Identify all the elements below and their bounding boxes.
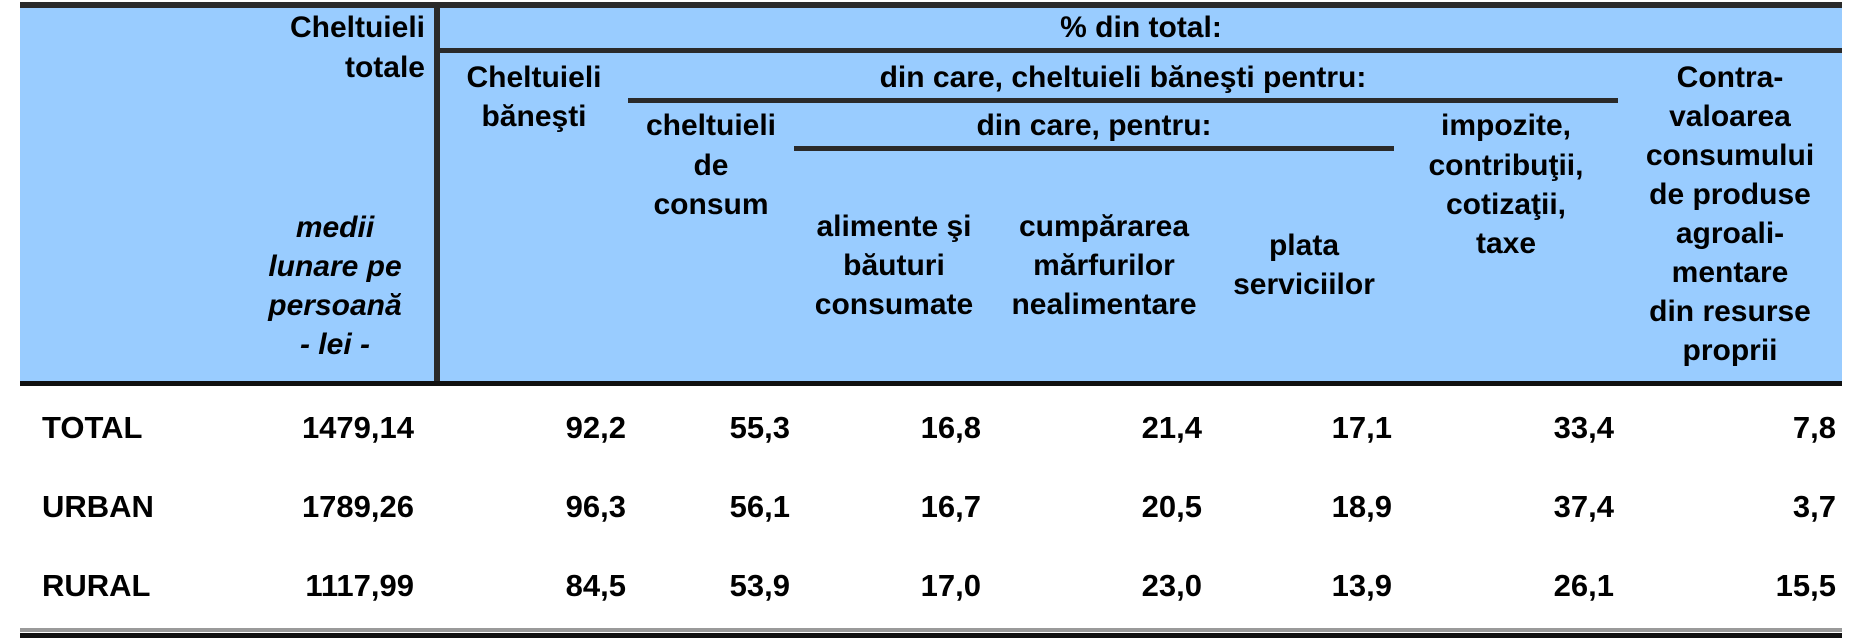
unit-note-3: persoană <box>268 289 402 322</box>
col-contra-title-6: mentare <box>1671 256 1789 289</box>
col-marfuri-title-3: nealimentare <box>1011 288 1197 321</box>
table-bottom-rule <box>20 633 1842 638</box>
col-consum-title-1: cheltuieli <box>645 109 777 142</box>
cell-servicii: 18,9 <box>1331 489 1392 524</box>
cell-contra: 7,8 <box>1792 410 1836 445</box>
header-divider-vertical <box>434 6 440 381</box>
table-header-background <box>20 6 1842 381</box>
cell-contra: 15,5 <box>1775 568 1836 603</box>
cell-impozite: 33,4 <box>1553 410 1614 445</box>
table-bottom-rule-gray <box>20 628 1842 632</box>
cell-marfuri: 23,0 <box>1141 568 1202 603</box>
col-contra-title-3: consumului <box>1645 139 1815 172</box>
pct-of-total-title: % din total: <box>1060 11 1222 44</box>
cell-alimente: 17,0 <box>920 568 981 603</box>
col-total-title-2: totale <box>344 51 425 84</box>
table-row: URBAN 1789,26 96,3 56,1 16,7 20,5 18,9 3… <box>20 482 1842 532</box>
col-contra-title-1: Contra- <box>1676 61 1784 94</box>
cell-banesti: 92,2 <box>565 410 626 445</box>
col-alimente-title-2: băuturi <box>843 249 945 282</box>
col-consum-title-2: de <box>693 149 729 182</box>
row-label: TOTAL <box>42 410 143 445</box>
pentru-group-underline <box>794 146 1394 151</box>
col-banesti-title-1: Cheltuieli <box>466 61 602 94</box>
table-row: RURAL 1117,99 84,5 53,9 17,0 23,0 13,9 2… <box>20 561 1842 611</box>
col-servicii-title-1: plata <box>1268 229 1340 262</box>
cell-marfuri: 21,4 <box>1141 410 1202 445</box>
banesti-group-underline <box>628 98 1618 103</box>
col-banesti-title-2: băneşti <box>481 100 587 133</box>
cell-total: 1789,26 <box>301 489 414 524</box>
col-consum-title-3: consum <box>653 188 769 221</box>
cell-contra: 3,7 <box>1792 489 1836 524</box>
col-impozite-title-4: taxe <box>1475 227 1537 260</box>
col-contra-title-8: proprii <box>1682 334 1778 367</box>
cell-consum: 55,3 <box>729 410 790 445</box>
col-contra-title-4: de produse <box>1649 178 1811 211</box>
col-impozite-title-3: cotizaţii, <box>1445 188 1566 221</box>
cell-impozite: 37,4 <box>1553 489 1614 524</box>
cell-servicii: 17,1 <box>1331 410 1392 445</box>
col-marfuri-title-2: mărfurilor <box>1033 249 1175 282</box>
group-banesti-title: din care, cheltuieli băneşti pentru: <box>879 61 1367 94</box>
cell-alimente: 16,8 <box>920 410 981 445</box>
row-label: URBAN <box>42 489 154 524</box>
col-marfuri-title-1: cumpărarea <box>1018 210 1190 243</box>
unit-note-2: lunare pe <box>268 250 402 283</box>
row-label: RURAL <box>42 568 151 603</box>
col-total-title-1: Cheltuieli <box>289 11 425 44</box>
col-servicii-title-2: serviciilor <box>1233 268 1375 301</box>
col-impozite-title-2: contribuţii, <box>1428 149 1584 182</box>
col-alimente-title-3: consumate <box>814 288 974 321</box>
col-impozite-title-1: impozite, <box>1440 109 1571 142</box>
unit-note-4: - lei - <box>299 328 370 361</box>
cell-banesti: 96,3 <box>565 489 626 524</box>
cell-marfuri: 20,5 <box>1141 489 1202 524</box>
cell-consum: 56,1 <box>729 489 790 524</box>
cell-impozite: 26,1 <box>1553 568 1614 603</box>
table-row: TOTAL 1479,14 92,2 55,3 16,8 21,4 17,1 3… <box>20 403 1842 453</box>
cell-banesti: 84,5 <box>565 568 626 603</box>
header-top-rule <box>20 2 1842 8</box>
cell-total: 1117,99 <box>305 568 414 603</box>
unit-note-1: medii <box>295 211 375 244</box>
cell-consum: 53,9 <box>729 568 790 603</box>
col-alimente-title-1: alimente şi <box>816 210 972 243</box>
cell-total: 1479,14 <box>301 410 414 445</box>
header-bottom-rule <box>20 381 1842 386</box>
pct-underline <box>440 48 1842 53</box>
cell-alimente: 16,7 <box>920 489 981 524</box>
cell-servicii: 13,9 <box>1331 568 1392 603</box>
col-contra-title-5: agroali- <box>1675 217 1785 250</box>
group-pentru-title: din care, pentru: <box>976 109 1212 142</box>
col-contra-title-2: valoarea <box>1669 100 1791 133</box>
col-contra-title-7: din resurse <box>1649 295 1811 328</box>
